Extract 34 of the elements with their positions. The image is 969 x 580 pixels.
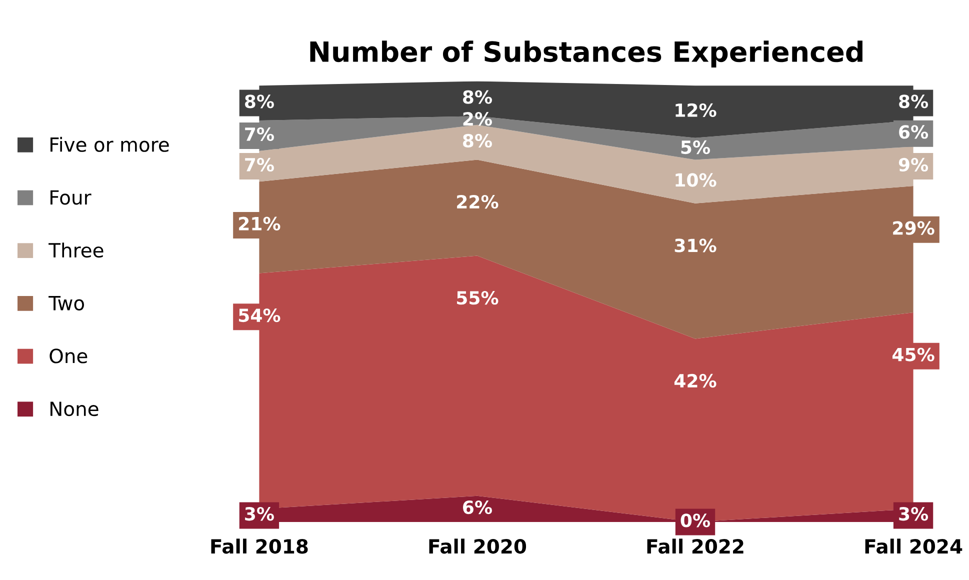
x-tick-label: Fall 2020 (429, 538, 526, 554)
x-tick-label: Fall 2024 (865, 538, 962, 554)
data-label: 8% (463, 134, 492, 148)
legend-label: Five or more (50, 136, 169, 152)
data-label: 54% (238, 308, 280, 322)
data-label: 55% (457, 291, 498, 305)
data-label: 42% (674, 374, 716, 388)
data-label: 3% (245, 507, 274, 521)
data-label: 9% (898, 158, 928, 172)
legend-label: Three (48, 242, 104, 258)
legend-label: None (50, 402, 98, 416)
data-label: 6% (899, 125, 928, 139)
chart-title: Number of Substances Experienced (310, 40, 862, 68)
legend-label: One (50, 348, 88, 364)
x-tick-label: Fall 2018 (211, 538, 308, 554)
data-label: 12% (676, 103, 716, 117)
data-label: 10% (676, 173, 716, 187)
legend-label: Four (50, 190, 92, 205)
data-label: 6% (463, 500, 492, 514)
legend-label: Two (48, 296, 84, 310)
data-label: 45% (892, 348, 934, 362)
data-label: 7% (245, 127, 274, 141)
data-label: 22% (457, 194, 498, 209)
data-label: 31% (674, 238, 716, 252)
data-label: 8% (244, 94, 274, 108)
data-label: 2% (463, 112, 492, 126)
data-label: 8% (463, 90, 492, 104)
data-label: 29% (893, 221, 934, 235)
x-tick-label: Fall 2022 (647, 538, 744, 554)
data-label: 8% (899, 94, 928, 108)
data-label: 21% (239, 216, 280, 230)
data-label: 7% (245, 158, 274, 172)
data-label: 5% (681, 140, 710, 154)
data-label: 3% (899, 507, 928, 521)
